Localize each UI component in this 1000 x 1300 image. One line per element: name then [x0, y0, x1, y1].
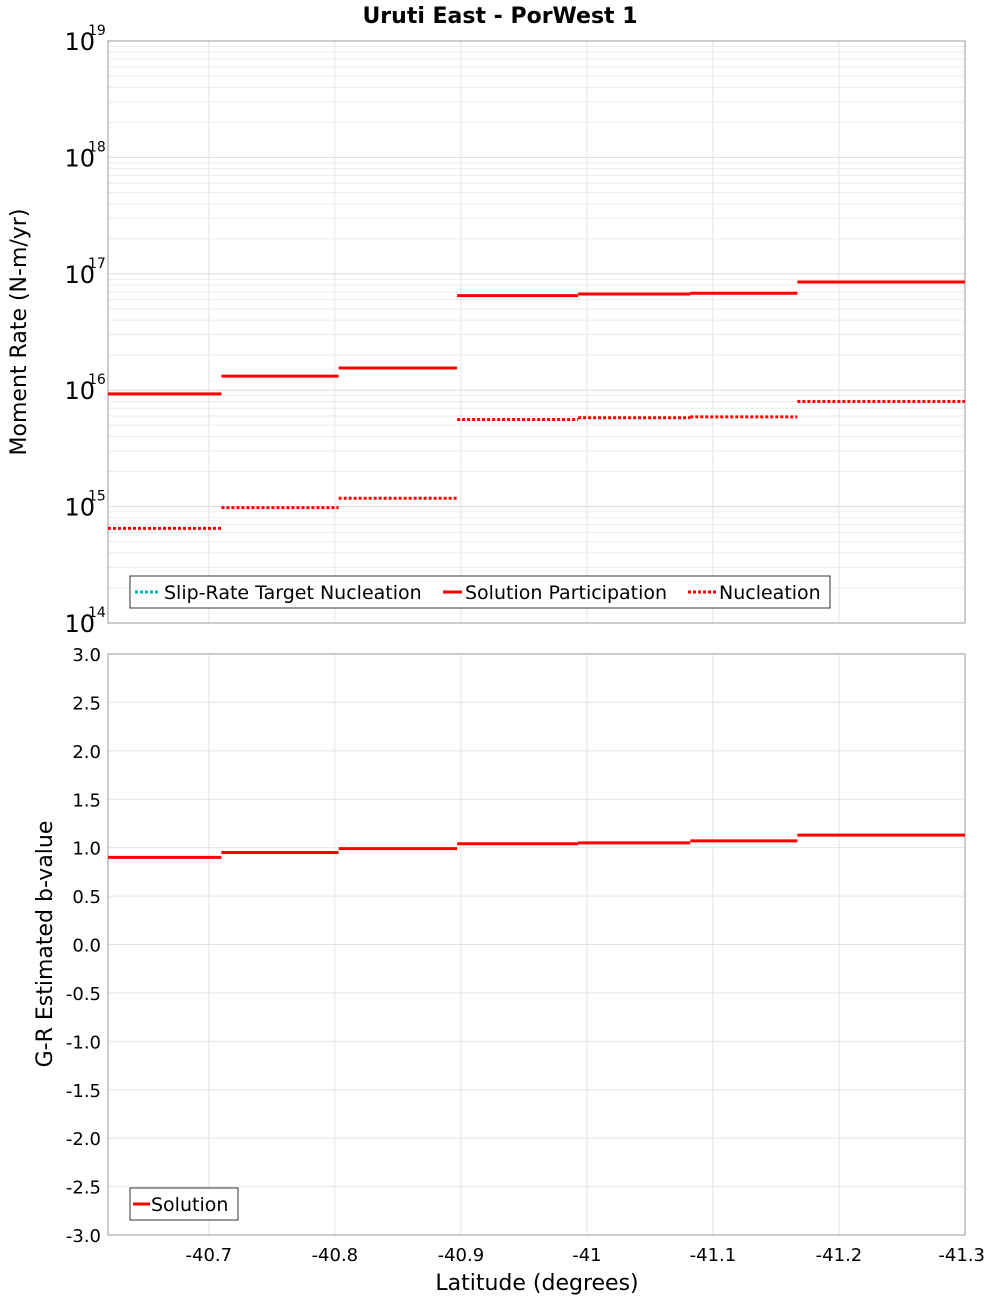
- moment-rate-y-tick-label: 10: [64, 494, 95, 522]
- moment-rate-y-axis-label: Moment Rate (N-m/yr): [7, 209, 32, 456]
- b-value-y-tick-label: -1.0: [66, 1032, 101, 1053]
- moment-rate-y-tick-exponent: 19: [88, 23, 106, 39]
- moment-rate-legend: Slip-Rate Target Nucleation Solution Par…: [129, 575, 831, 609]
- b-value-y-tick-label: 2.0: [72, 742, 101, 763]
- moment-rate-y-tick-exponent: 14: [88, 605, 106, 621]
- moment-rate-plot-frame: [107, 40, 966, 624]
- b-value-y-axis-label: G-R Estimated b-value: [33, 821, 58, 1068]
- x-tick-label: -41.3: [938, 1245, 985, 1266]
- x-tick-label: -40.8: [312, 1245, 359, 1266]
- moment-rate-y-tick-exponent: 15: [88, 489, 106, 505]
- b-value-y-tick-label: 1.0: [72, 839, 101, 860]
- moment-rate-y-tick-exponent: 17: [88, 256, 106, 272]
- b-value-legend: Solution: [129, 1187, 239, 1221]
- legend-label-solution-participation: Solution Participation: [465, 582, 667, 604]
- legend-label-target-nucleation: Slip-Rate Target Nucleation: [164, 582, 422, 604]
- moment-rate-y-tick-label: 10: [64, 377, 95, 405]
- x-tick-label: -40.7: [186, 1245, 233, 1266]
- x-ticks: -40.7 -40.8 -40.9 -41 -41.1 -41.2 -41.3: [186, 1245, 985, 1266]
- b-value-y-ticks: 3.0 2.5 2.0 1.5 1.0 0.5 0.0 -0.5 -1.0 -1.5 -2.0 -2.…: [66, 645, 101, 1247]
- chart-title: Uruti East - PorWest 1: [362, 4, 637, 29]
- moment-rate-y-tick-label: 10: [64, 144, 95, 172]
- x-tick-label: -41: [572, 1245, 601, 1266]
- b-value-plot-frame: [107, 653, 966, 1236]
- x-tick-label: -40.9: [438, 1245, 485, 1266]
- b-value-series: [108, 833, 965, 859]
- moment-rate-y-tick-exponent: 16: [88, 372, 106, 388]
- b-value-y-tick-label: 0.5: [72, 887, 101, 908]
- b-value-y-tick-label: -0.5: [66, 984, 101, 1005]
- moment-rate-y-tick-label: 10: [64, 28, 95, 56]
- moment-rate-grid: [108, 40, 966, 624]
- b-value-y-tick-label: 3.0: [72, 645, 101, 666]
- moment-rate-y-tick-exponent: 18: [88, 139, 106, 155]
- legend-label-nucleation: Nucleation: [719, 582, 821, 604]
- b-value-y-tick-label: -1.5: [66, 1081, 101, 1102]
- legend-label-solution: Solution: [151, 1194, 228, 1216]
- b-value-grid: [108, 653, 966, 1236]
- moment-rate-y-tick-label: 10: [64, 610, 95, 638]
- moment-rate-y-tick-label: 10: [64, 261, 95, 289]
- b-value-y-tick-label: -2.5: [66, 1178, 101, 1199]
- b-value-y-tick-label: 2.5: [72, 693, 101, 714]
- x-axis-label: Latitude (degrees): [435, 1271, 638, 1296]
- x-tick-label: -41.1: [690, 1245, 737, 1266]
- b-value-y-tick-label: 1.5: [72, 790, 101, 811]
- b-value-y-tick-label: -3.0: [66, 1226, 101, 1247]
- b-value-y-tick-label: 0.0: [72, 936, 101, 957]
- moment-rate-series: [108, 280, 965, 530]
- x-tick-label: -41.2: [816, 1245, 863, 1266]
- b-value-y-tick-label: -2.0: [66, 1129, 101, 1150]
- b-value-panel: 3.0 2.5 2.0 1.5 1.0 0.5 0.0 -0.5 -1.0 -1.5 -2.0 -2.…: [33, 645, 985, 1296]
